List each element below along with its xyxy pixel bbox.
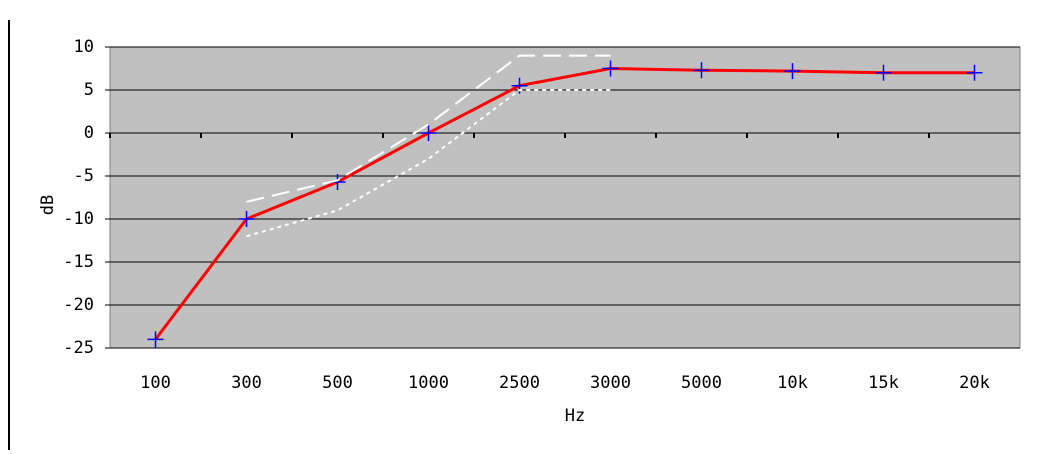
x-tick-label: 5000 [681,373,722,393]
y-tick-label: -25 [63,338,94,358]
y-tick-label: -15 [63,252,94,272]
y-tick-label: -5 [74,166,94,186]
marker [602,60,619,77]
x-tick-label: 10k [777,373,808,393]
x-tick-label: 2500 [499,373,540,393]
marker [784,63,801,80]
marker [147,331,164,348]
y-tick-label: 5 [84,80,94,100]
x-tick-label: 15k [868,373,899,393]
y-tick-label: 0 [84,123,94,143]
x-axis-label: Hz [565,406,585,426]
series-line [246,54,611,203]
marker [966,64,983,81]
y-tick-label: -20 [63,295,94,315]
marker [420,125,437,141]
series-line [154,66,975,341]
x-tick-label: 100 [140,373,171,393]
marker [238,211,255,227]
y-axis-label: dB [38,195,58,215]
x-tick-label: 3000 [590,373,631,393]
marker [693,62,710,79]
x-tick-label: 500 [322,373,353,393]
plot-area [109,46,1021,349]
x-tick-label: 20k [959,373,990,393]
y-tick-label: 10 [74,37,94,57]
marker [875,64,892,81]
y-tick-label: -10 [63,209,94,229]
x-tick-label: 1000 [408,373,449,393]
x-tick-label: 300 [231,373,262,393]
